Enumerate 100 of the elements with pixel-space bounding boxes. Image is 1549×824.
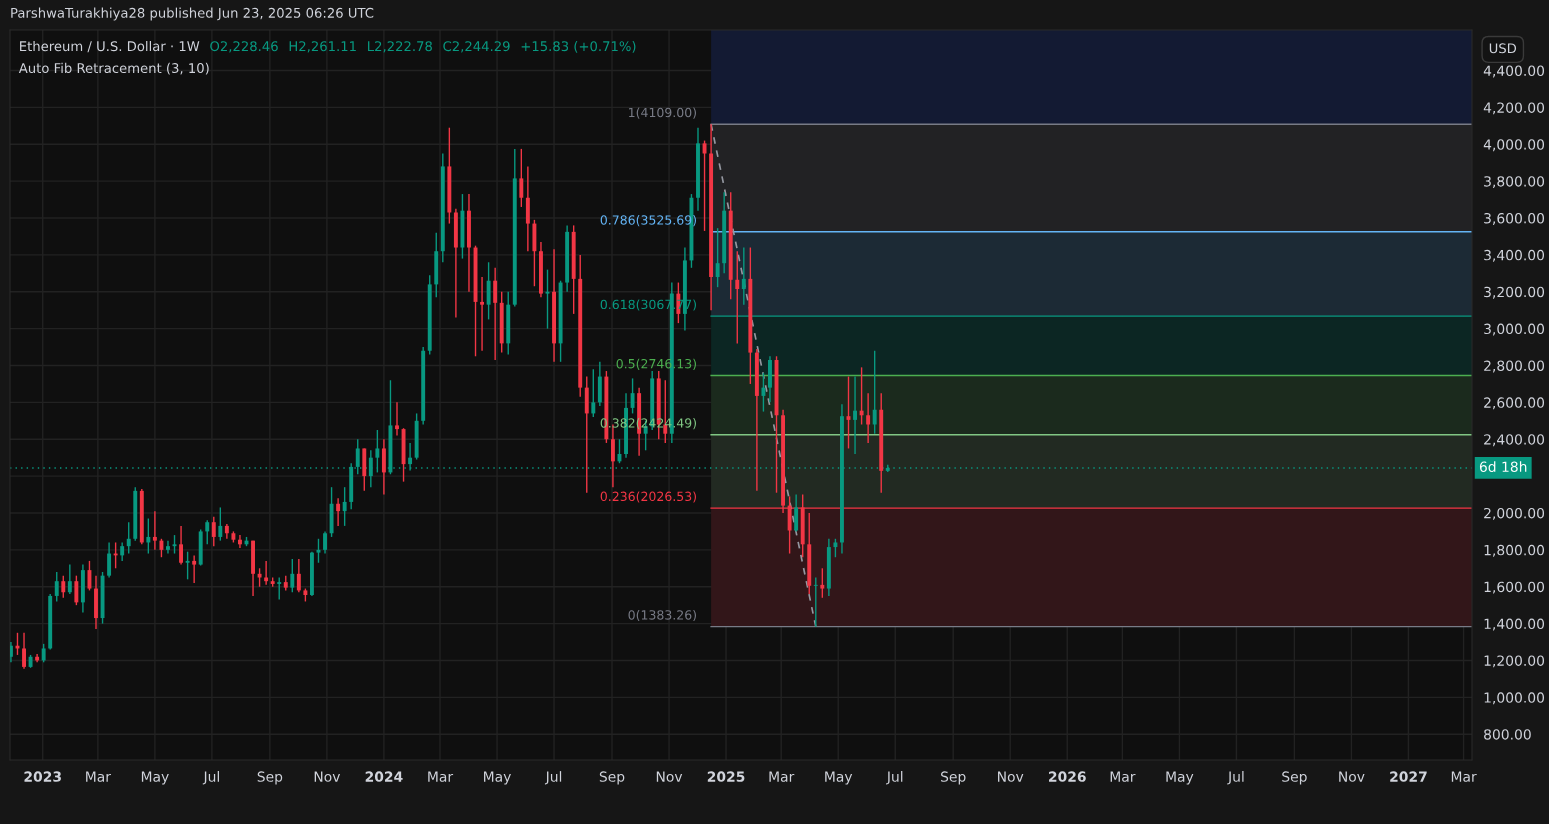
x-tick-label: 2024 xyxy=(365,771,403,782)
candlestick xyxy=(715,227,720,288)
candlestick xyxy=(159,538,164,558)
x-tick-label: 2026 xyxy=(1049,771,1086,782)
candlestick xyxy=(192,554,197,584)
candlestick xyxy=(368,449,373,488)
candlestick xyxy=(205,519,210,546)
candlestick xyxy=(735,250,740,345)
x-tick-label: May xyxy=(484,771,511,785)
x-tick-label: Nov xyxy=(1339,771,1365,782)
x-tick-label: May xyxy=(141,771,169,785)
y-tick-label: 4,400.00 xyxy=(1483,65,1545,78)
text: ParshwaTurakhiya28 published Jun 23, 2025 06:26 UTC xyxy=(11,7,374,21)
x-tick-label: Mar xyxy=(769,771,795,782)
x-tick-label: Nov xyxy=(656,771,683,782)
candlestick xyxy=(408,442,413,472)
candlestick xyxy=(166,539,170,555)
candlestick xyxy=(54,571,59,603)
y-tick-label: 2,800.00 xyxy=(1484,360,1545,373)
x-tick-label: Nov xyxy=(314,771,341,782)
y-tick-label: 1,200.00 xyxy=(1484,655,1545,668)
y-tick-label: 3,800.00 xyxy=(1484,176,1545,189)
y-tick-label: 2,600.00 xyxy=(1484,397,1545,410)
y-tick-label: 800.00 xyxy=(1484,729,1531,740)
candlestick xyxy=(702,139,707,232)
y-tick-label: 1,000.00 xyxy=(1484,692,1545,705)
x-tick-label: Sep xyxy=(599,771,625,785)
x-tick-label: Sep xyxy=(257,771,283,785)
candlestick xyxy=(820,567,825,599)
candlestick xyxy=(833,538,838,558)
candlestick xyxy=(323,530,327,555)
candlestick xyxy=(277,576,282,601)
candlestick xyxy=(296,558,301,593)
candlestick xyxy=(872,350,877,435)
y-tick-label: 1,800.00 xyxy=(1484,544,1545,557)
candlestick xyxy=(264,560,269,586)
x-tick-label: Nov xyxy=(998,771,1024,782)
candlestick xyxy=(179,525,184,566)
candlestick xyxy=(395,401,399,437)
y-tick-label: 3,400.00 xyxy=(1484,249,1545,262)
candlestick xyxy=(218,506,223,542)
x-tick-label: 2025 xyxy=(707,771,745,782)
candlestick xyxy=(519,148,524,208)
text: Ethereum / U.S. Dollar · 1W xyxy=(20,40,200,53)
y-tick-label: 1,400.00 xyxy=(1484,618,1545,631)
candlestick xyxy=(152,510,157,551)
ref-line-label: 0(1383.26) xyxy=(628,609,696,622)
annotation: O2,228.46 xyxy=(210,41,278,53)
ref-line-label: 0.236(2026.53) xyxy=(600,491,696,503)
candlestick xyxy=(486,261,491,321)
x-tick-label: Sep xyxy=(1282,771,1307,785)
candlestick xyxy=(741,246,746,306)
candlestick xyxy=(87,560,92,592)
candlestick xyxy=(853,375,858,455)
candlestick xyxy=(591,368,596,418)
y-tick-label: 4,200.00 xyxy=(1483,102,1545,115)
y-tick-label: 1,600.00 xyxy=(1484,581,1545,594)
y-tick-label: 2,400.00 xyxy=(1484,434,1545,447)
candlestick xyxy=(41,643,46,663)
annotation: H2,261.11 xyxy=(289,41,356,53)
candlestick xyxy=(211,515,216,547)
candlestick xyxy=(761,372,766,413)
ref-line-label: 6d 18h xyxy=(1479,461,1527,472)
x-tick-label: Jul xyxy=(1227,771,1244,785)
x-tick-label: Mar xyxy=(1451,771,1477,782)
x-tick-label: Jul xyxy=(886,771,903,785)
candlestick xyxy=(480,276,485,352)
ref-line-label: 1(4109.00) xyxy=(629,107,696,119)
annotation: L2,222.78 xyxy=(368,41,432,53)
y-tick-label: 4,000.00 xyxy=(1483,139,1545,152)
candlestick xyxy=(866,392,871,444)
candlestick xyxy=(61,574,66,599)
candlestick xyxy=(22,632,26,670)
candlestick xyxy=(126,521,131,555)
candlestick xyxy=(185,550,190,581)
candlestick xyxy=(630,377,635,415)
y-tick-label: 3,600.00 xyxy=(1484,213,1545,225)
candlestick xyxy=(342,486,347,527)
candlestick xyxy=(74,574,79,606)
x-tick-label: Jul xyxy=(544,771,562,785)
y-axis-title: USD xyxy=(1489,43,1517,54)
x-tick-label: Mar xyxy=(1110,771,1136,782)
y-tick-label: 2,000.00 xyxy=(1484,507,1545,520)
x-tick-label: Mar xyxy=(86,771,111,782)
x-tick-label: Sep xyxy=(941,771,966,785)
candlestick xyxy=(107,541,112,579)
candlestick xyxy=(146,517,151,555)
candlestick xyxy=(794,493,799,533)
candlestick xyxy=(375,429,380,474)
candlestick xyxy=(493,267,498,361)
candlestick xyxy=(67,563,72,595)
x-tick-label: May xyxy=(825,771,853,785)
annotation: +15.83 (+0.71%) xyxy=(521,40,636,53)
text: Auto Fib Retracement (3, 10) xyxy=(18,62,209,75)
x-tick-label: 2027 xyxy=(1390,771,1427,782)
x-tick-label: Jul xyxy=(202,771,219,785)
candlestick xyxy=(120,541,125,562)
x-tick-label: 2023 xyxy=(24,771,61,782)
annotation: C2,244.29 xyxy=(443,41,510,53)
x-tick-label: Mar xyxy=(428,771,454,782)
